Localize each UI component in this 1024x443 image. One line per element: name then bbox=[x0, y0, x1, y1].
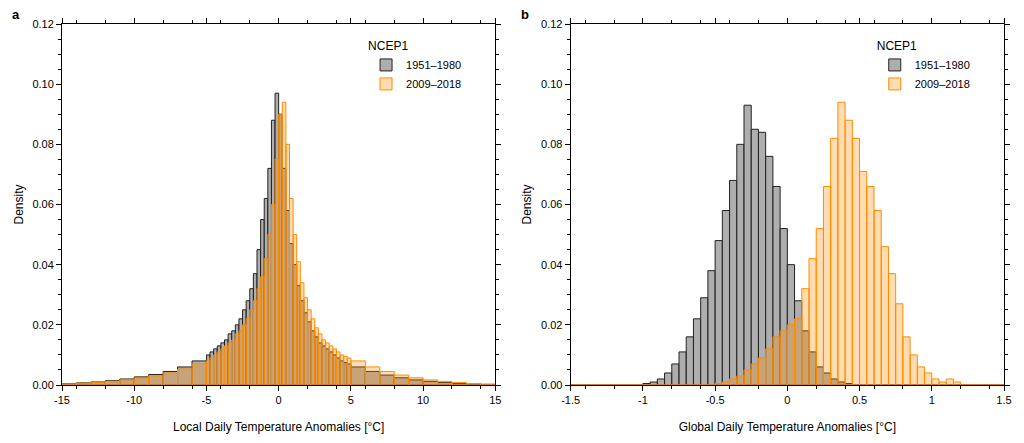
svg-text:0.12: 0.12 bbox=[32, 18, 53, 30]
svg-text:0.00: 0.00 bbox=[541, 379, 562, 391]
svg-text:-1.5: -1.5 bbox=[561, 394, 580, 406]
svg-text:0.08: 0.08 bbox=[541, 138, 562, 150]
svg-text:b: b bbox=[521, 7, 529, 22]
svg-text:0.12: 0.12 bbox=[541, 18, 562, 30]
svg-text:15: 15 bbox=[489, 394, 501, 406]
svg-text:0.06: 0.06 bbox=[541, 198, 562, 210]
svg-text:-15: -15 bbox=[54, 394, 70, 406]
svg-text:5: 5 bbox=[348, 394, 354, 406]
svg-text:0: 0 bbox=[276, 394, 282, 406]
svg-text:10: 10 bbox=[417, 394, 429, 406]
svg-text:Density: Density bbox=[520, 184, 534, 224]
svg-text:-0.5: -0.5 bbox=[706, 394, 725, 406]
svg-text:0.04: 0.04 bbox=[32, 259, 53, 271]
svg-text:-5: -5 bbox=[202, 394, 212, 406]
svg-text:Local Daily Temperature Anomal: Local Daily Temperature Anomalies [°C] bbox=[173, 420, 384, 434]
svg-text:0.06: 0.06 bbox=[32, 198, 53, 210]
svg-text:0: 0 bbox=[784, 394, 790, 406]
svg-text:0.5: 0.5 bbox=[852, 394, 867, 406]
svg-text:1: 1 bbox=[929, 394, 935, 406]
svg-text:1951–1980: 1951–1980 bbox=[406, 59, 461, 71]
svg-text:2009–2018: 2009–2018 bbox=[915, 78, 970, 90]
svg-text:Density: Density bbox=[12, 184, 26, 224]
svg-text:0.02: 0.02 bbox=[32, 319, 53, 331]
svg-text:NCEP1: NCEP1 bbox=[877, 39, 917, 53]
svg-text:0.00: 0.00 bbox=[32, 379, 53, 391]
svg-text:a: a bbox=[12, 7, 20, 22]
svg-text:NCEP1: NCEP1 bbox=[368, 39, 408, 53]
svg-text:2009–2018: 2009–2018 bbox=[406, 78, 461, 90]
svg-text:-1: -1 bbox=[638, 394, 648, 406]
svg-text:-10: -10 bbox=[126, 394, 142, 406]
svg-text:1.5: 1.5 bbox=[996, 394, 1011, 406]
svg-text:1951–1980: 1951–1980 bbox=[915, 59, 970, 71]
svg-text:Global Daily Temperature Anoma: Global Daily Temperature Anomalies [°C] bbox=[679, 420, 896, 434]
svg-text:0.04: 0.04 bbox=[541, 259, 562, 271]
svg-text:0.02: 0.02 bbox=[541, 319, 562, 331]
svg-text:0.10: 0.10 bbox=[32, 78, 53, 90]
svg-text:0.10: 0.10 bbox=[541, 78, 562, 90]
svg-text:0.08: 0.08 bbox=[32, 138, 53, 150]
